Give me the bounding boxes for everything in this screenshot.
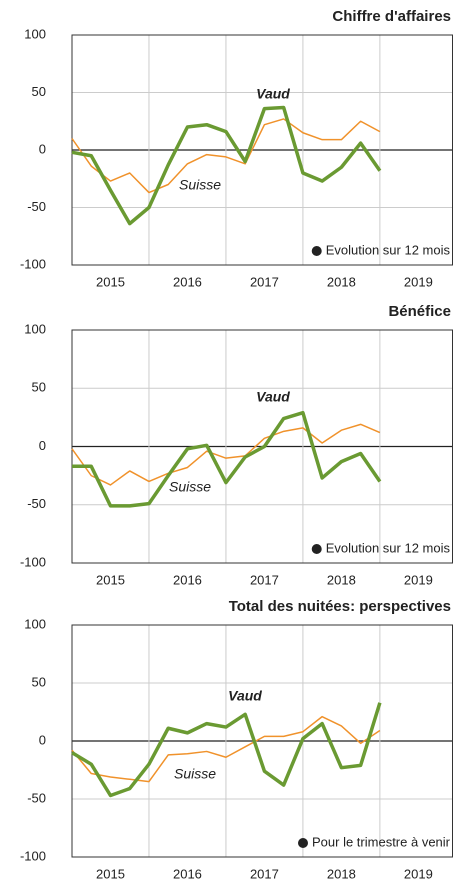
x-tick-label: 2018 [327, 572, 356, 587]
line-series [71, 702, 382, 798]
line-series [71, 105, 382, 226]
chart-title: Bénéfice [388, 303, 451, 320]
y-tick-label: 100 [24, 26, 46, 41]
series-label: Vaud [256, 389, 290, 405]
series-label: Suisse [179, 177, 221, 193]
line-series [71, 118, 381, 194]
x-tick-label: 2016 [173, 274, 202, 289]
y-tick-label: -100 [20, 554, 46, 569]
series-label: Vaud [256, 86, 290, 102]
note: Pour le trimestre à venir [312, 834, 451, 849]
y-tick-label: 0 [39, 732, 46, 747]
y-tick-label: -50 [27, 790, 46, 805]
x-tick-label: 2019 [404, 866, 433, 881]
series-label: Suisse [174, 766, 216, 782]
y-tick-label: -50 [27, 496, 46, 511]
y-tick-label: 100 [24, 321, 46, 336]
x-tick-label: 2019 [404, 572, 433, 587]
x-tick-label: 2015 [96, 274, 125, 289]
note: Evolution sur 12 mois [326, 242, 451, 257]
y-tick-label: -100 [20, 256, 46, 271]
line-series [71, 715, 381, 783]
x-tick-label: 2017 [250, 274, 279, 289]
y-tick-label: -100 [20, 848, 46, 863]
x-tick-label: 2018 [327, 866, 356, 881]
line-series [72, 410, 382, 508]
y-tick-label: 0 [39, 438, 46, 453]
series-label: Suisse [169, 479, 211, 495]
x-tick-label: 2016 [173, 866, 202, 881]
line-series [71, 423, 381, 486]
x-tick-label: 2015 [96, 866, 125, 881]
series-label: Vaud [228, 688, 262, 704]
y-tick-label: 50 [32, 380, 46, 395]
x-tick-label: 2017 [250, 866, 279, 881]
note-bullet [311, 544, 322, 554]
y-tick-label: 50 [32, 84, 46, 99]
y-tick-label: 0 [39, 141, 46, 156]
chart-title: Total des nuitées: perspectives [229, 598, 451, 615]
note: Evolution sur 12 mois [326, 540, 451, 555]
x-tick-label: 2019 [404, 274, 433, 289]
x-tick-label: 2018 [327, 274, 356, 289]
chart-title: Chiffre d'affaires [332, 8, 451, 25]
note-bullet [298, 838, 308, 848]
x-tick-label: 2015 [96, 572, 125, 587]
y-tick-label: 50 [32, 674, 46, 689]
y-tick-label: -50 [27, 199, 46, 214]
y-tick-label: 100 [24, 616, 46, 631]
x-tick-label: 2016 [173, 572, 202, 587]
note-bullet [311, 246, 322, 256]
x-tick-label: 2017 [250, 572, 279, 587]
